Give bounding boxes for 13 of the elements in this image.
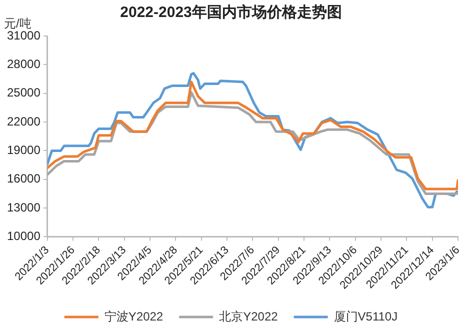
y-tick-label: 10000 <box>6 229 41 244</box>
y-tick-label: 22000 <box>6 114 41 128</box>
chart-title: 2022-2023年国内市场价格走势图 <box>120 3 342 22</box>
y-tick-label: 31000 <box>6 28 41 42</box>
y-axis-title: 元/吨 <box>4 16 32 30</box>
y-tick-label: 25000 <box>6 86 41 100</box>
legend-label: 厦门V5110J <box>334 309 398 324</box>
y-tick-label: 16000 <box>6 172 41 186</box>
legend-label: 宁波Y2022 <box>104 309 164 324</box>
y-tick-label: 13000 <box>6 200 41 214</box>
legend-label: 北京Y2022 <box>219 309 278 324</box>
y-tick-label: 28000 <box>6 56 41 71</box>
y-tick-label: 19000 <box>6 143 41 158</box>
